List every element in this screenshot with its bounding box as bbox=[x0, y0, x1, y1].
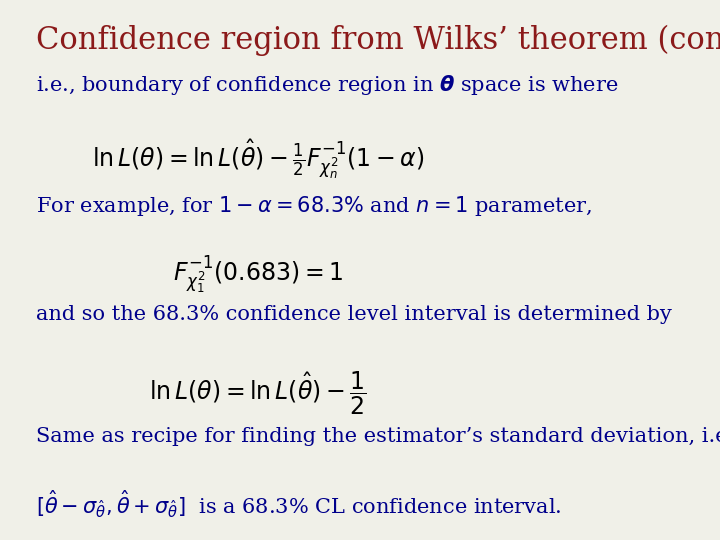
Text: $F_{\chi^2_1}^{-1}(0.683) = 1$: $F_{\chi^2_1}^{-1}(0.683) = 1$ bbox=[174, 254, 343, 295]
Text: and so the 68.3% confidence level interval is determined by: and so the 68.3% confidence level interv… bbox=[36, 305, 672, 324]
Text: i.e., boundary of confidence region in $\boldsymbol{\theta}$ space is where: i.e., boundary of confidence region in $… bbox=[36, 73, 618, 97]
Text: Confidence region from Wilks’ theorem (cont.): Confidence region from Wilks’ theorem (c… bbox=[36, 24, 720, 56]
Text: $[\hat{\theta} - \sigma_{\hat{\theta}}, \hat{\theta} + \sigma_{\hat{\theta}}]$  : $[\hat{\theta} - \sigma_{\hat{\theta}}, … bbox=[36, 489, 562, 520]
Text: $\ln L(\theta) = \ln L(\hat{\theta}) - \dfrac{1}{2}$: $\ln L(\theta) = \ln L(\hat{\theta}) - \… bbox=[149, 370, 367, 417]
Text: Same as recipe for finding the estimator’s standard deviation, i.e.,: Same as recipe for finding the estimator… bbox=[36, 427, 720, 446]
Text: For example, for $1 - \alpha = 68.3\%$ and $n = 1$ parameter,: For example, for $1 - \alpha = 68.3\%$ a… bbox=[36, 194, 593, 218]
Text: $\ln L(\theta) = \ln L(\hat{\theta}) - \frac{1}{2}F_{\chi^2_n}^{-1}(1-\alpha)$: $\ln L(\theta) = \ln L(\hat{\theta}) - \… bbox=[92, 138, 425, 181]
